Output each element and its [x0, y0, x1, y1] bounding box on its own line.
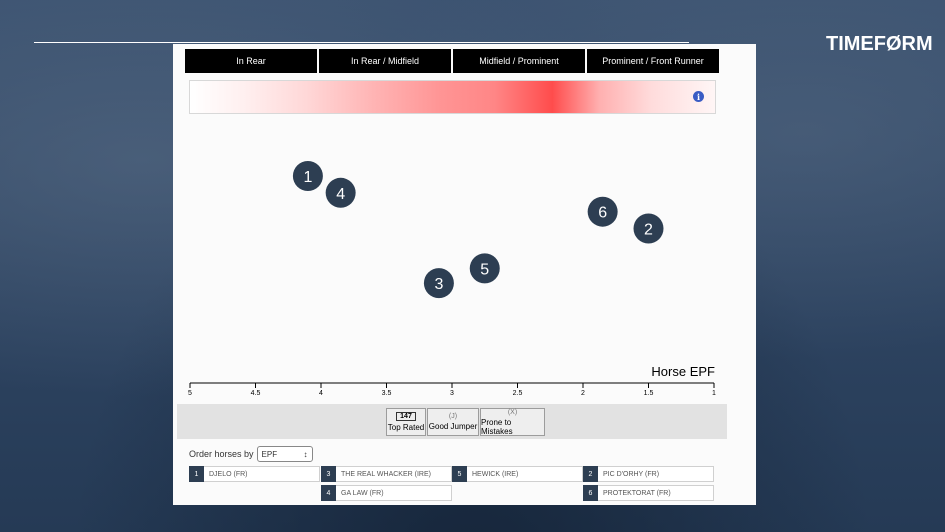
- order-select-value: EPF: [261, 449, 278, 459]
- updown-arrow-icon: ↕: [303, 449, 308, 459]
- runner-number: 5: [452, 466, 467, 482]
- feature-code: (X): [507, 408, 518, 416]
- feature-top-rated[interactable]: 147 Top Rated: [386, 408, 426, 436]
- order-select[interactable]: EPF ↕: [256, 446, 313, 462]
- runner-number: 2: [583, 466, 598, 482]
- horse-marker[interactable]: [325, 177, 356, 208]
- feature-label: Prone to Mistakes: [481, 417, 513, 436]
- horse-marker-label: 4: [336, 186, 345, 203]
- x-tick-label: 1: [712, 390, 716, 397]
- pace-heat-bar: i: [189, 80, 716, 114]
- horse-marker-label: 3: [434, 276, 443, 293]
- feature-legend: 147 Top Rated (J) Good Jumper (X) Prone …: [177, 404, 727, 439]
- x-tick-label: 5: [188, 390, 192, 397]
- horse-marker[interactable]: [469, 253, 500, 284]
- x-tick-label: 1.5: [644, 390, 654, 397]
- x-tick-label: 4.5: [251, 390, 261, 397]
- runner-number: 1: [189, 466, 204, 482]
- epf-scatter-plot: 5 4.5 4 3.5 3 2.5 2 1.5 1 1 4 3 5 6 2: [188, 161, 716, 397]
- feature-code: (J): [448, 413, 458, 420]
- runner-number: 6: [583, 485, 598, 501]
- x-tick-label: 3.5: [382, 390, 392, 397]
- x-tick-label: 3: [450, 390, 454, 397]
- horse-marker[interactable]: [587, 196, 618, 227]
- horse-marker[interactable]: [633, 213, 664, 244]
- horse-marker-label: 2: [644, 222, 653, 239]
- zone-prominent-front-runner: Prominent / Front Runner: [587, 49, 719, 73]
- runner-card[interactable]: 5 HEWICK (IRE): [452, 466, 583, 482]
- horse-marker-label: 6: [598, 205, 607, 222]
- runner-number: 4: [321, 485, 336, 501]
- timeform-logo: TIMEFØRM: [826, 33, 933, 55]
- zone-in-rear: In Rear: [185, 49, 317, 73]
- runner-name: THE REAL WHACKER (IRE): [341, 470, 431, 478]
- runner-name: GA LAW (FR): [341, 489, 384, 497]
- feature-prone-to-mistakes[interactable]: (X) Prone to Mistakes: [480, 408, 545, 436]
- info-icon[interactable]: i: [693, 91, 704, 102]
- x-tick-label: 2: [581, 390, 585, 397]
- feature-good-jumper[interactable]: (J) Good Jumper: [427, 408, 479, 436]
- horse-marker[interactable]: [292, 161, 323, 191]
- runner-name: PIC D'ORHY (FR): [603, 470, 660, 478]
- x-tick-label: 4: [319, 390, 323, 397]
- runner-card[interactable]: 6 PROTEKTORAT (FR): [583, 485, 714, 501]
- x-axis-label: Horse EPF: [651, 364, 715, 379]
- runner-card[interactable]: 1 DJELO (FR): [189, 466, 320, 482]
- runner-card[interactable]: 4 GA LAW (FR): [321, 485, 452, 501]
- runner-name: DJELO (FR): [209, 470, 248, 478]
- divider-line: [34, 42, 689, 43]
- pace-map-panel: In Rear In Rear / Midfield Midfield / Pr…: [173, 44, 756, 505]
- horse-marker-label: 5: [480, 261, 489, 278]
- order-control: Order horses by EPF ↕: [189, 446, 313, 462]
- runner-name: HEWICK (IRE): [472, 470, 519, 478]
- horse-marker[interactable]: [423, 268, 454, 299]
- order-label: Order horses by: [189, 449, 254, 459]
- horse-marker-label: 1: [303, 169, 312, 186]
- x-tick-label: 2.5: [513, 390, 523, 397]
- zone-in-rear-midfield: In Rear / Midfield: [319, 49, 451, 73]
- feature-label: Top Rated: [387, 423, 425, 432]
- feature-code: 147: [396, 412, 416, 421]
- runner-card[interactable]: 2 PIC D'ORHY (FR): [583, 466, 714, 482]
- running-style-zones: In Rear In Rear / Midfield Midfield / Pr…: [185, 49, 719, 73]
- zone-midfield-prominent: Midfield / Prominent: [453, 49, 585, 73]
- feature-label: Good Jumper: [428, 422, 478, 431]
- runner-number: 3: [321, 466, 336, 482]
- runner-name: PROTEKTORAT (FR): [603, 489, 671, 497]
- runner-card[interactable]: 3 THE REAL WHACKER (IRE): [321, 466, 452, 482]
